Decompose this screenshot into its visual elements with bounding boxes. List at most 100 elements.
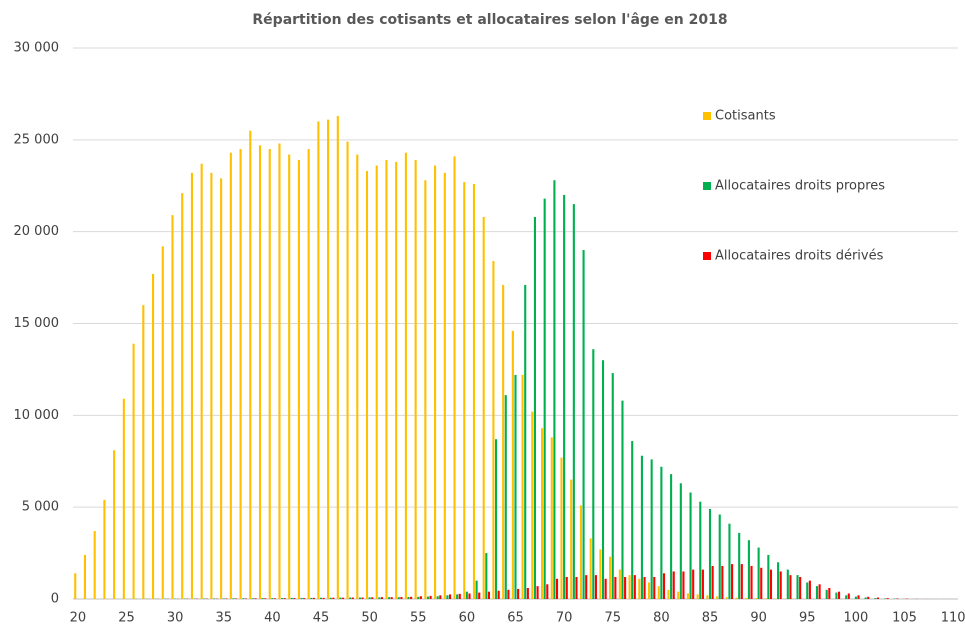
bar — [755, 598, 757, 599]
bar — [677, 592, 679, 599]
bar — [488, 592, 490, 599]
bar — [602, 360, 604, 599]
x-tick-label: 60 — [459, 611, 476, 626]
x-tick-label: 45 — [313, 611, 330, 626]
legend-label: Allocataires droits dérivés — [715, 249, 884, 264]
bar — [697, 594, 699, 599]
bar — [774, 598, 776, 599]
x-tick-label: 25 — [118, 611, 135, 626]
bar — [663, 573, 665, 599]
bar — [220, 178, 222, 599]
bar — [232, 598, 234, 599]
bar — [492, 261, 494, 599]
bar — [507, 590, 509, 599]
legend-swatch — [703, 112, 711, 120]
bar — [254, 598, 256, 599]
bar — [317, 121, 319, 599]
x-tick-label: 50 — [361, 611, 378, 626]
bar — [614, 577, 616, 599]
x-tick-label: 80 — [653, 611, 670, 626]
bar — [478, 593, 480, 599]
bar — [502, 285, 504, 599]
bar — [463, 182, 465, 599]
bar — [495, 439, 497, 599]
bar — [765, 598, 767, 599]
bar — [770, 570, 772, 599]
bar — [719, 515, 721, 599]
bar — [398, 597, 400, 599]
bar — [303, 598, 305, 599]
bar — [284, 598, 286, 599]
bar — [468, 593, 470, 599]
bar — [750, 566, 752, 599]
bar — [865, 598, 867, 599]
bar — [537, 586, 539, 599]
y-tick-label: 5 000 — [22, 500, 59, 515]
bar — [278, 144, 280, 599]
bar — [410, 597, 412, 599]
bar — [430, 596, 432, 599]
bar — [699, 502, 701, 599]
bar — [308, 149, 310, 599]
bar — [332, 598, 334, 599]
bar — [378, 597, 380, 599]
bar — [203, 598, 205, 599]
bar — [210, 173, 212, 599]
bar — [281, 598, 283, 599]
bar — [424, 180, 426, 599]
bar — [252, 598, 254, 599]
bar — [162, 246, 164, 599]
bar — [242, 598, 244, 599]
bar — [553, 180, 555, 599]
x-tick-label: 100 — [843, 611, 868, 626]
y-tick-label: 0 — [51, 592, 59, 607]
bar — [728, 524, 730, 599]
bar — [845, 595, 847, 599]
bar — [84, 555, 86, 599]
bar — [787, 570, 789, 599]
x-tick-label: 20 — [70, 611, 87, 626]
bar — [391, 597, 393, 599]
x-tick-label: 70 — [556, 611, 573, 626]
bar — [767, 555, 769, 599]
bar — [293, 598, 295, 599]
bar — [599, 549, 601, 599]
x-tick-label: 105 — [892, 611, 917, 626]
x-tick-label: 65 — [507, 611, 524, 626]
bar — [560, 458, 562, 599]
bar — [415, 160, 417, 599]
y-tick-label: 30 000 — [14, 41, 60, 56]
bar — [271, 598, 273, 599]
bar — [867, 597, 869, 599]
bar — [789, 575, 791, 599]
bar — [687, 593, 689, 599]
bar — [531, 412, 533, 599]
y-tick-label: 25 000 — [14, 132, 60, 147]
bar — [585, 575, 587, 599]
bar — [213, 598, 215, 599]
bar — [673, 571, 675, 599]
bar — [745, 598, 747, 599]
bar — [566, 577, 568, 599]
x-tick-label: 75 — [604, 611, 621, 626]
bar — [716, 596, 718, 599]
bar — [887, 598, 889, 599]
bar — [877, 598, 879, 599]
bar — [780, 571, 782, 599]
bar — [181, 193, 183, 599]
bar — [262, 598, 264, 599]
bar — [758, 548, 760, 599]
bar — [690, 492, 692, 599]
bar — [346, 142, 348, 599]
bar — [400, 597, 402, 599]
bar — [631, 441, 633, 599]
bar — [369, 597, 371, 599]
bar — [653, 577, 655, 599]
bar — [634, 575, 636, 599]
bar — [310, 598, 312, 599]
bar — [644, 577, 646, 599]
bar — [339, 598, 341, 599]
bar — [476, 581, 478, 599]
bar — [796, 575, 798, 599]
bar — [884, 598, 886, 599]
